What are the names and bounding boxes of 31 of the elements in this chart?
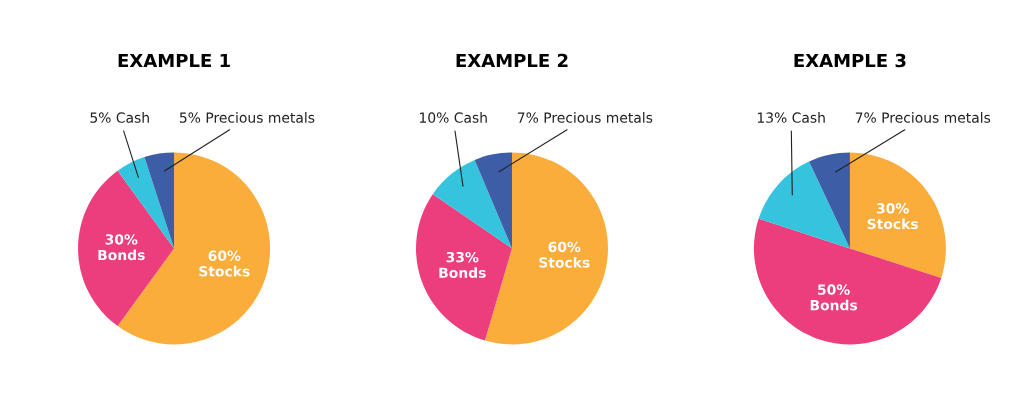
slice-label: Stocks xyxy=(199,265,250,277)
chart-title: EXAMPLE 3 xyxy=(794,53,906,68)
chart-title: EXAMPLE 1 xyxy=(118,53,230,68)
slice-label: 5% Precious metals xyxy=(179,112,315,123)
slice-label: 13% Cash xyxy=(757,112,825,123)
slice-label: 10% Cash xyxy=(419,112,487,123)
slice-label: Stocks xyxy=(539,256,590,268)
pie-slice xyxy=(474,152,512,249)
pie-slice xyxy=(758,161,850,249)
pie-slice xyxy=(432,159,512,249)
data-label: 60% xyxy=(548,241,581,253)
chart-title: EXAMPLE 2 xyxy=(456,53,568,68)
data-label: 33% xyxy=(446,251,479,263)
slice-label: 5% Cash xyxy=(90,112,149,123)
data-label: 30% xyxy=(876,203,909,214)
data-label: 30% xyxy=(105,234,138,245)
slice-label: 7% Precious metals xyxy=(855,112,991,123)
slice-label: Bonds xyxy=(98,249,145,261)
slice-label: Bonds xyxy=(439,267,486,278)
data-label: 50% xyxy=(818,284,850,295)
pie-slice xyxy=(753,218,942,345)
pie-slice xyxy=(144,152,175,249)
pie-slice xyxy=(849,152,946,279)
pie-slice xyxy=(416,194,512,341)
slice-label: Bonds xyxy=(810,299,858,311)
pie-slice xyxy=(484,152,608,345)
pie-slice xyxy=(809,152,850,249)
pie-slice xyxy=(78,170,175,327)
slice-label: 7% Precious metals xyxy=(517,112,653,123)
data-label: 60% xyxy=(208,250,241,261)
slice-label: Stocks xyxy=(867,218,918,230)
